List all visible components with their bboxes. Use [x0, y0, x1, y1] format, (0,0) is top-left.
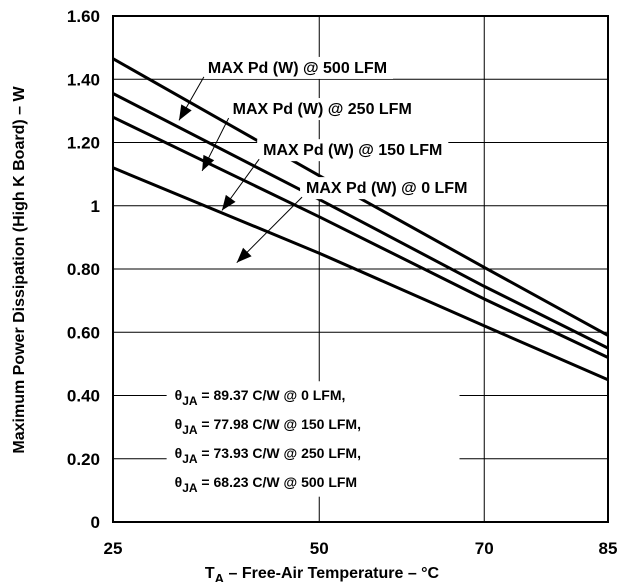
y-tick-label: 0.20	[67, 450, 100, 469]
y-tick-label: 1.20	[67, 134, 100, 153]
annotation-background	[226, 98, 418, 121]
theta-value: = 68.23 C/W @ 500 LFM	[198, 474, 358, 490]
theta-note: θJA = 77.98 C/W @ 150 LFM,	[175, 416, 361, 437]
theta-note-box: θJA = 89.37 C/W @ 0 LFM,θJA = 77.98 C/W …	[166, 381, 460, 497]
y-tick-label: 0	[91, 513, 100, 532]
theta-symbol: θ	[175, 416, 183, 432]
theta-note: θJA = 89.37 C/W @ 0 LFM,	[175, 387, 346, 408]
x-axis-label: TA – Free-Air Temperature – °C	[205, 565, 440, 582]
theta-value: = 77.98 C/W @ 150 LFM,	[198, 416, 361, 432]
theta-subscript: JA	[182, 481, 198, 495]
x-axis-label-rest: – Free-Air Temperature – °C	[224, 565, 440, 582]
x-tick-label: 70	[475, 539, 494, 558]
annotation-arrowhead	[202, 154, 215, 171]
theta-symbol: θ	[175, 387, 183, 403]
theta-symbol: θ	[175, 474, 183, 490]
y-tick-label: 1	[91, 197, 100, 216]
annotation-label: MAX Pd (W) @ 250 LFM	[233, 101, 412, 118]
theta-subscript: JA	[182, 394, 198, 408]
annotation-label: MAX Pd (W) @ 150 LFM	[263, 142, 442, 159]
annotation-background	[300, 177, 474, 200]
annotation-label: MAX Pd (W) @ 0 LFM	[306, 180, 467, 197]
plot-frame	[112, 15, 609, 523]
theta-value: = 89.37 C/W @ 0 LFM,	[198, 387, 346, 403]
y-tick-label: 0.40	[67, 387, 100, 406]
theta-note: θJA = 73.93 C/W @ 250 LFM,	[175, 445, 361, 466]
x-axis-label-t: T	[205, 565, 215, 582]
theta-note: θJA = 68.23 C/W @ 500 LFM	[175, 474, 357, 495]
series-line	[112, 92, 609, 350]
y-tick-label: 1.40	[67, 70, 100, 89]
theta-value: = 73.93 C/W @ 250 LFM,	[198, 445, 361, 461]
y-tick-label: 0.60	[67, 323, 100, 342]
annotation-background	[257, 139, 449, 162]
series-line	[112, 57, 609, 337]
annotation-arrowhead	[179, 104, 192, 121]
annotation-arrowhead	[221, 194, 236, 211]
y-tick-label: 0.80	[67, 260, 100, 279]
theta-symbol: θ	[175, 445, 183, 461]
series-line	[112, 166, 609, 382]
x-tick-label: 85	[599, 539, 618, 558]
x-axis-label-subscript: A	[215, 571, 225, 582]
theta-subscript: JA	[182, 452, 198, 466]
y-tick-label: 1.60	[67, 7, 100, 26]
annotation-arrowhead	[236, 247, 252, 263]
theta-note-background	[166, 381, 460, 497]
theta-subscript: JA	[182, 423, 198, 437]
annotations: MAX Pd (W) @ 500 LFM MAX Pd (W) @ 250 LFM…	[178, 56, 474, 264]
annotation-background	[201, 56, 394, 79]
x-tick-label: 25	[104, 539, 123, 558]
series-line	[112, 115, 609, 359]
annotation-leader-line	[236, 196, 303, 264]
tick-labels: 0 0.20 0.40 0.60 0.80 1 1.20 1.40 1.60 25 50 70 85	[67, 7, 618, 558]
series-lines	[112, 57, 609, 382]
annotation-label: MAX Pd (W) @ 500 LFM	[208, 60, 387, 77]
y-axis-label: Maximum Power Dissipation (High K Board)…	[11, 86, 28, 454]
x-tick-label: 50	[310, 539, 329, 558]
